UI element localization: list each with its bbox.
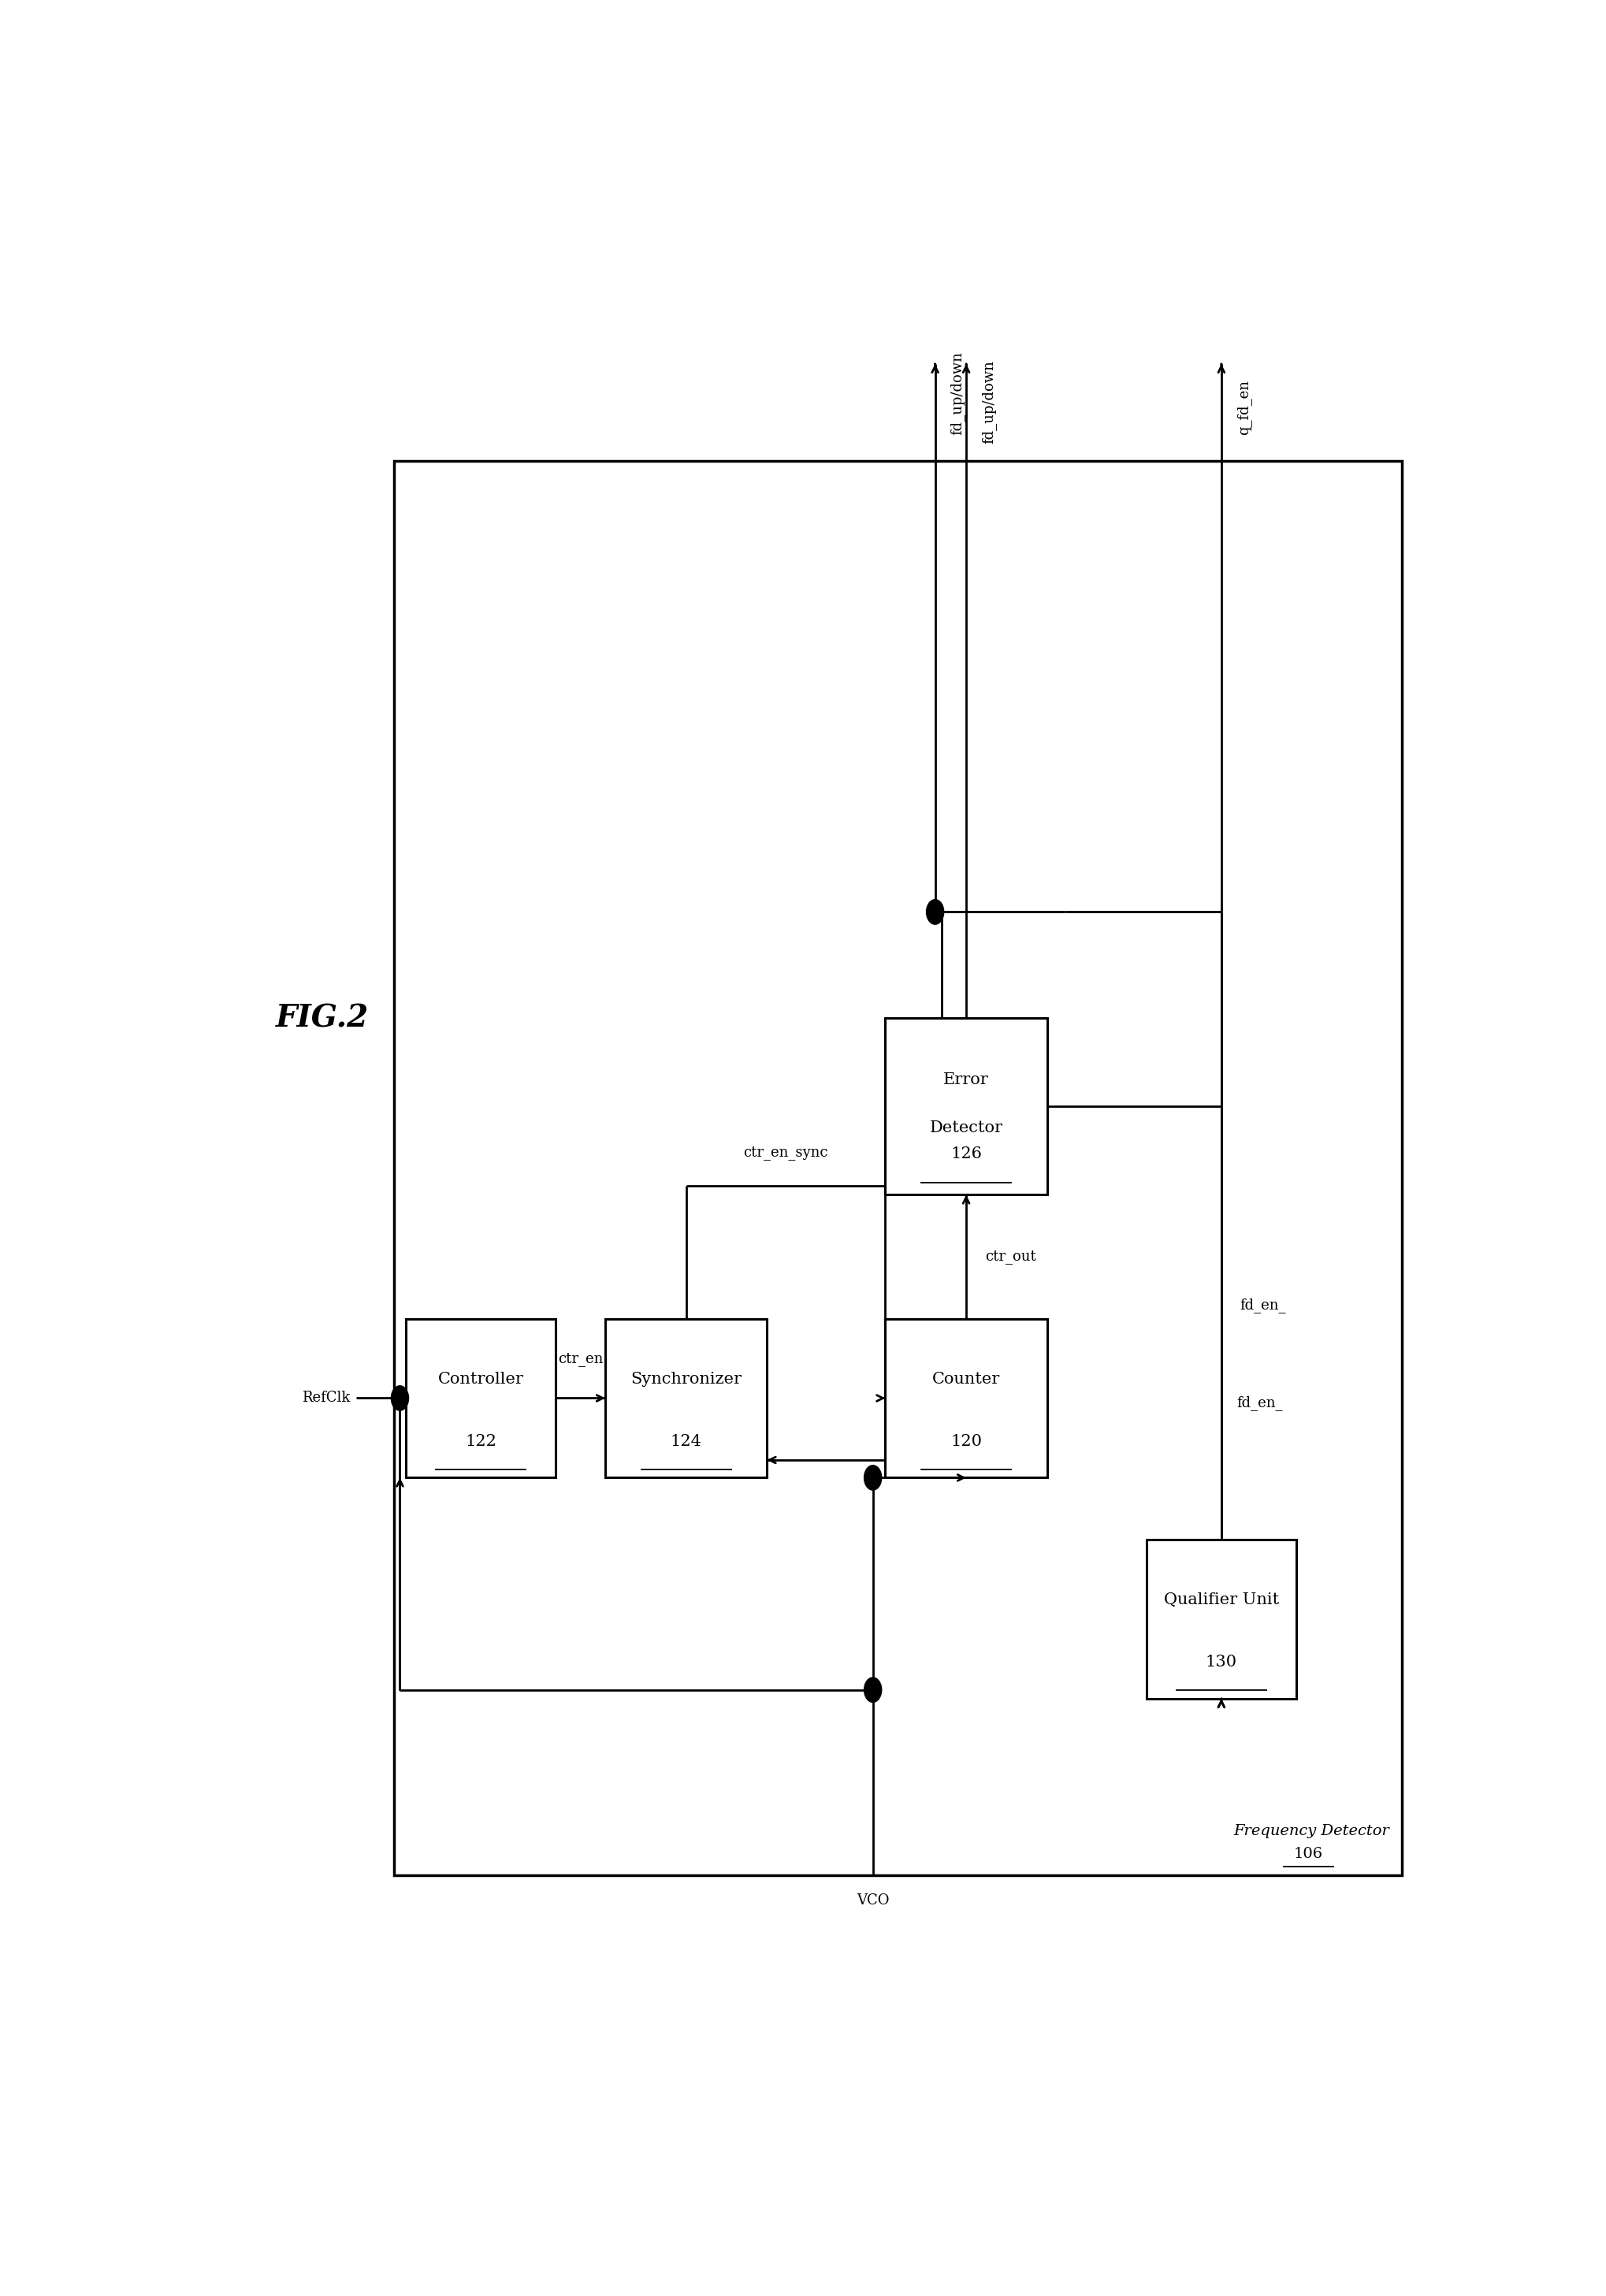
Text: 106: 106 bbox=[1294, 1848, 1323, 1862]
Text: 120: 120 bbox=[951, 1433, 981, 1449]
Text: Detector: Detector bbox=[930, 1120, 1002, 1134]
Text: 126: 126 bbox=[951, 1146, 981, 1162]
Text: q_fd_en: q_fd_en bbox=[1237, 379, 1251, 434]
Text: Frequency Detector: Frequency Detector bbox=[1233, 1825, 1389, 1839]
Circle shape bbox=[864, 1465, 882, 1490]
Text: Controller: Controller bbox=[438, 1371, 524, 1387]
Text: fd_en_: fd_en_ bbox=[1240, 1297, 1286, 1313]
FancyBboxPatch shape bbox=[885, 1318, 1047, 1479]
Text: ctr_en: ctr_en bbox=[557, 1352, 602, 1366]
Text: VCO: VCO bbox=[856, 1894, 890, 1908]
Text: Qualifier Unit: Qualifier Unit bbox=[1164, 1593, 1278, 1607]
Text: fd_en_: fd_en_ bbox=[1237, 1396, 1283, 1410]
FancyBboxPatch shape bbox=[406, 1318, 556, 1479]
Text: 122: 122 bbox=[466, 1433, 496, 1449]
Text: ctr_en_sync: ctr_en_sync bbox=[744, 1146, 829, 1159]
Text: FIG.2: FIG.2 bbox=[276, 1003, 368, 1033]
Text: fd_up/down: fd_up/down bbox=[981, 360, 996, 443]
Circle shape bbox=[927, 900, 944, 925]
Text: RefClk: RefClk bbox=[302, 1391, 350, 1405]
FancyBboxPatch shape bbox=[605, 1318, 768, 1479]
Text: fd_up/down: fd_up/down bbox=[951, 351, 965, 434]
Text: Synchronizer: Synchronizer bbox=[631, 1371, 742, 1387]
FancyBboxPatch shape bbox=[885, 1017, 1047, 1194]
Circle shape bbox=[392, 1387, 408, 1410]
Text: Counter: Counter bbox=[931, 1371, 1001, 1387]
Text: 130: 130 bbox=[1206, 1655, 1237, 1669]
Text: Error: Error bbox=[943, 1072, 989, 1088]
Circle shape bbox=[864, 1678, 882, 1701]
Text: 124: 124 bbox=[670, 1433, 702, 1449]
FancyBboxPatch shape bbox=[1147, 1541, 1296, 1699]
Text: ctr_out: ctr_out bbox=[984, 1249, 1036, 1263]
